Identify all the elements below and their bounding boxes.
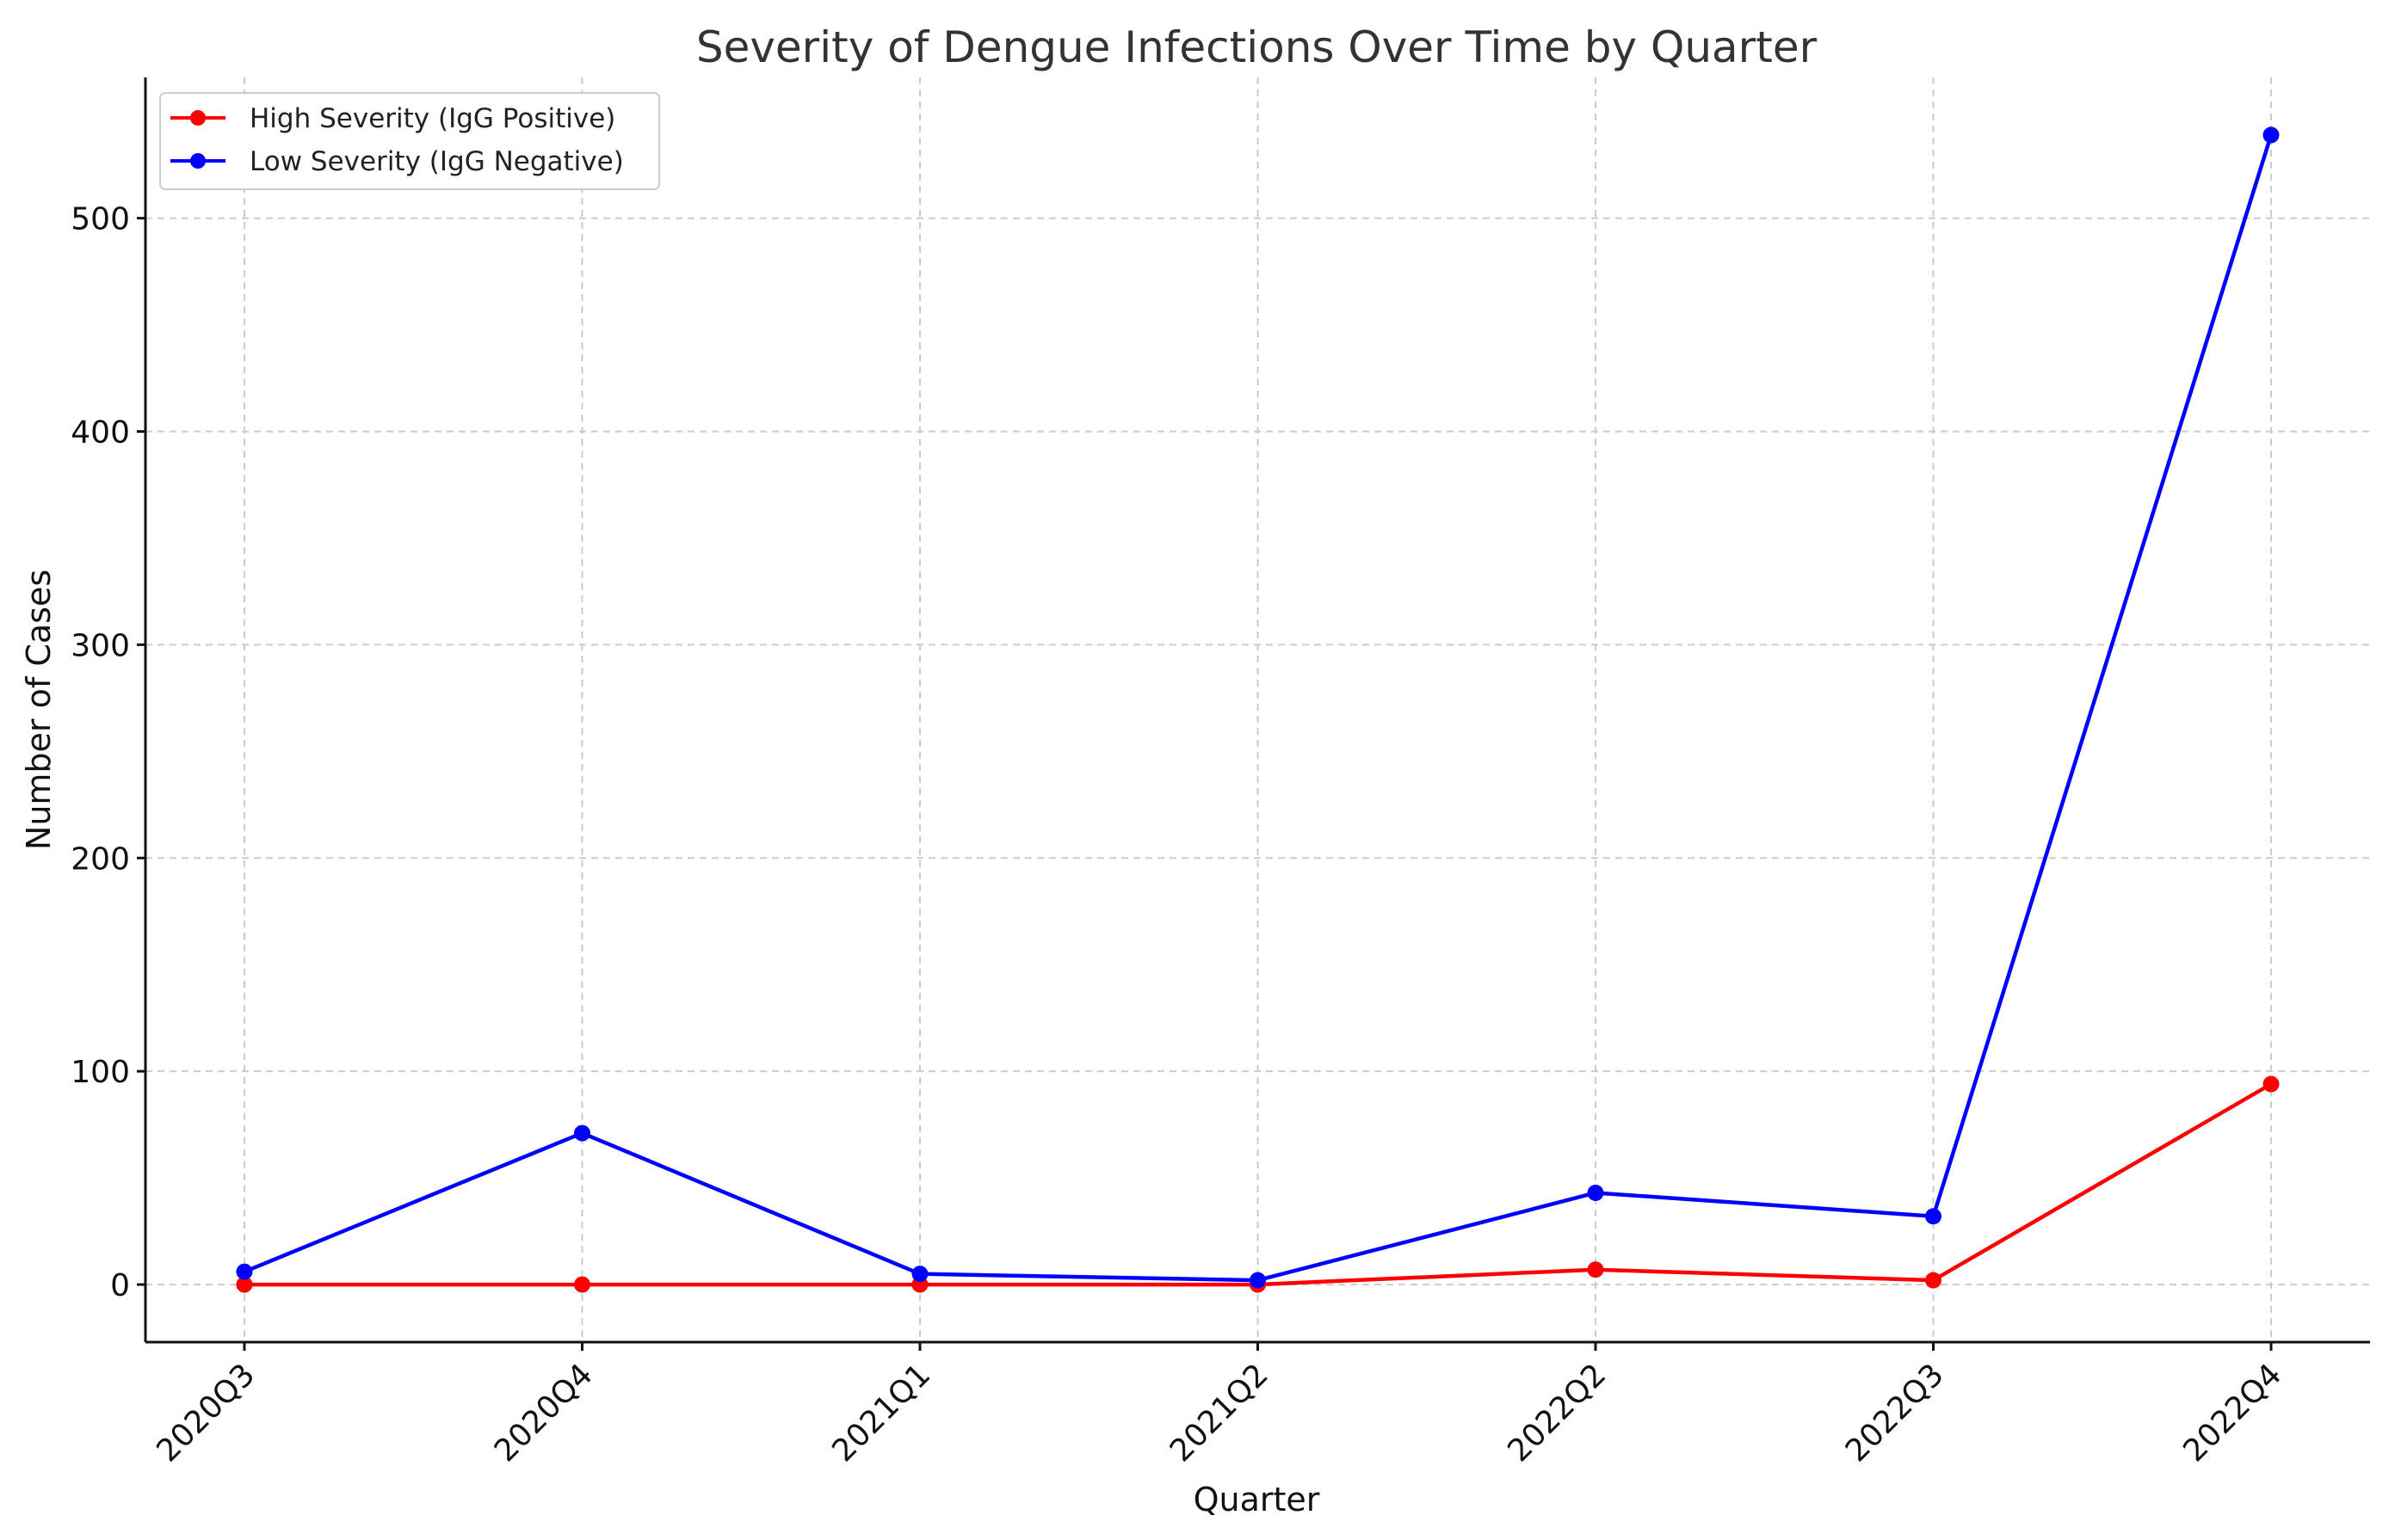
x-axis-ticks: 2020Q3 2020Q4 2021Q1 2021Q2 2022Q2 2022Q3 2022… xyxy=(150,1342,2288,1469)
x-tick-label: 2020Q4 xyxy=(488,1357,600,1469)
y-axis-label: Number of Cases xyxy=(20,570,58,850)
legend-box xyxy=(159,92,660,190)
y-tick-label: 400 xyxy=(71,416,130,451)
x-tick-label: 2021Q1 xyxy=(825,1357,937,1469)
data-point xyxy=(1250,1272,1266,1289)
y-tick-label: 300 xyxy=(71,628,130,663)
data-point xyxy=(574,1276,590,1293)
series-layer xyxy=(236,126,2280,1293)
data-point xyxy=(236,1263,253,1280)
legend-label-low-severity: Low Severity (IgG Negative) xyxy=(250,146,624,177)
x-axis-label: Quarter xyxy=(1194,1481,1320,1518)
x-tick-label: 2021Q2 xyxy=(1164,1357,1275,1469)
legend: High Severity (IgG Positive) Low Severit… xyxy=(159,92,660,190)
legend-marker-high-severity xyxy=(190,110,206,126)
x-tick-label: 2022Q4 xyxy=(2176,1357,2288,1469)
data-point xyxy=(1925,1208,1941,1225)
data-point xyxy=(1587,1184,1604,1201)
legend-marker-low-severity xyxy=(190,153,206,169)
data-point xyxy=(574,1124,590,1142)
data-point xyxy=(236,1276,253,1293)
data-point xyxy=(2262,1075,2280,1093)
y-tick-label: 200 xyxy=(71,841,130,877)
y-axis-ticks: 0 100 200 300 400 500 xyxy=(71,202,145,1303)
gridlines xyxy=(145,77,2370,1342)
y-tick-label: 100 xyxy=(71,1055,130,1090)
x-tick-label: 2020Q3 xyxy=(150,1357,262,1469)
x-tick-label: 2022Q3 xyxy=(1839,1357,1951,1469)
y-tick-label: 0 xyxy=(110,1268,130,1303)
data-point xyxy=(1587,1261,1604,1278)
legend-label-high-severity: High Severity (IgG Positive) xyxy=(250,103,615,134)
data-point xyxy=(911,1266,929,1283)
y-tick-label: 500 xyxy=(71,202,130,237)
x-tick-label: 2022Q2 xyxy=(1501,1357,1613,1469)
data-point xyxy=(2262,126,2280,144)
chart-title: Severity of Dengue Infections Over Time … xyxy=(696,22,1818,72)
data-point xyxy=(1925,1272,1941,1289)
